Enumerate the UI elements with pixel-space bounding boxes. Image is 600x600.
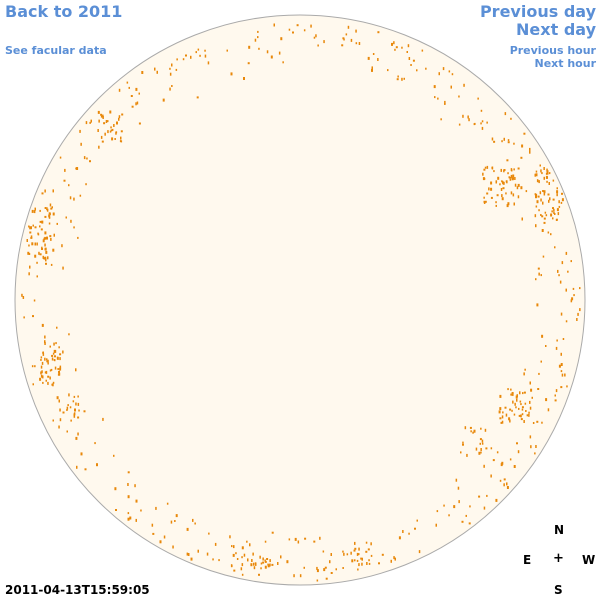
facula-points — [21, 23, 581, 582]
see-facular-data-link[interactable]: See facular data — [5, 44, 107, 57]
previous-day-link[interactable]: Previous day — [479, 2, 596, 21]
compass-west-label: W — [582, 553, 596, 567]
back-to-year-link[interactable]: Back to 2011 — [5, 2, 123, 21]
previous-hour-link[interactable]: Previous hour — [509, 44, 596, 57]
compass-east-label: E — [523, 553, 532, 567]
solar-disk — [14, 14, 586, 586]
observation-timestamp: 2011-04-13T15:59:05 — [5, 583, 150, 597]
next-hour-link[interactable]: Next hour — [534, 57, 597, 70]
compass-south-label: S — [554, 583, 563, 597]
compass-center-icon: + — [553, 551, 564, 566]
compass-north-label: N — [554, 523, 565, 537]
next-day-link[interactable]: Next day — [516, 20, 596, 39]
